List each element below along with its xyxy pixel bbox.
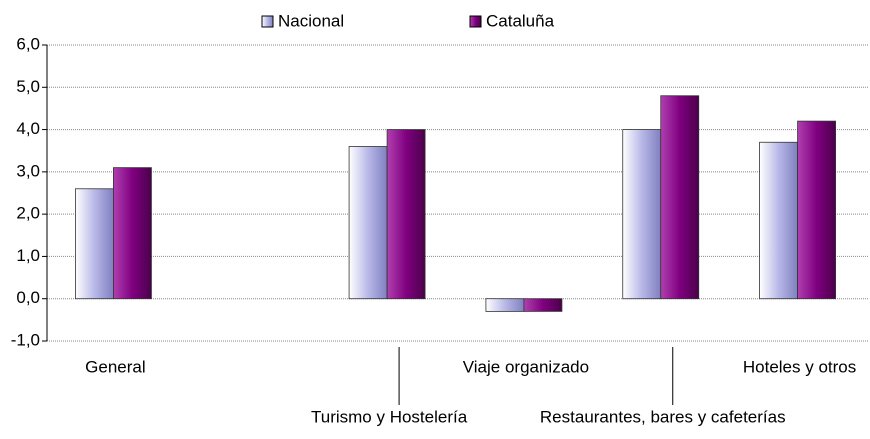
bar: [348, 146, 388, 300]
legend-swatch: [469, 15, 482, 28]
bar: [386, 129, 426, 300]
y-tick-label: 5,0: [16, 77, 40, 96]
y-tick-label: 0,0: [16, 288, 40, 307]
x-tick-label: Hoteles y otros: [743, 357, 856, 376]
x-tick-label: Turismo y Hostelería: [311, 407, 468, 426]
legend-label: Cataluña: [486, 11, 555, 30]
bar: [113, 167, 152, 300]
y-tick-label: 1,0: [16, 246, 40, 265]
x-tick-label: Viaje organizado: [463, 357, 589, 376]
y-tick-label: 2,0: [16, 204, 40, 223]
bar: [485, 298, 525, 312]
bar: [622, 129, 662, 300]
bar: [660, 95, 700, 300]
bar: [797, 120, 836, 300]
bar: [759, 141, 798, 300]
y-tick-label: 6,0: [16, 34, 40, 53]
y-tick-label: 4,0: [16, 119, 40, 138]
legend-swatch: [261, 15, 274, 28]
legend-label: Nacional: [278, 11, 344, 30]
bar: [75, 188, 114, 300]
x-tick-label: General: [85, 357, 145, 376]
y-tick-label: 3,0: [16, 161, 40, 180]
x-tick-label: Restaurantes, bares y cafeterías: [540, 407, 786, 426]
y-tick-label: -1,0: [11, 330, 40, 349]
bar: [523, 298, 563, 312]
